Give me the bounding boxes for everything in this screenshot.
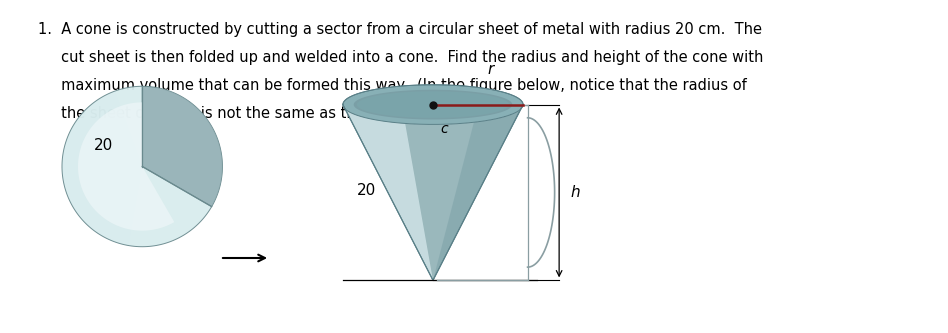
Polygon shape — [354, 90, 512, 120]
Polygon shape — [343, 105, 433, 280]
Text: h: h — [571, 185, 580, 200]
Text: 1.  A cone is constructed by cutting a sector from a circular sheet of metal wit: 1. A cone is constructed by cutting a se… — [38, 22, 762, 37]
Text: cut sheet is then folded up and welded into a cone.  Find the radius and height : cut sheet is then folded up and welded i… — [38, 50, 763, 65]
Polygon shape — [343, 105, 523, 280]
Text: r: r — [487, 62, 493, 77]
Polygon shape — [78, 102, 174, 231]
Text: c: c — [440, 123, 447, 137]
Polygon shape — [62, 91, 142, 245]
Polygon shape — [356, 91, 509, 118]
Text: the sheet of metal is not the same as the radius of the cone.): the sheet of metal is not the same as th… — [38, 106, 513, 121]
Polygon shape — [142, 88, 223, 206]
Polygon shape — [62, 86, 211, 247]
Text: 20: 20 — [356, 183, 375, 198]
Polygon shape — [343, 85, 523, 125]
Text: maximum volume that can be formed this way.  (In the figure below, notice that t: maximum volume that can be formed this w… — [38, 78, 747, 93]
Text: 20: 20 — [94, 139, 114, 154]
Polygon shape — [142, 86, 223, 206]
Polygon shape — [433, 105, 523, 280]
